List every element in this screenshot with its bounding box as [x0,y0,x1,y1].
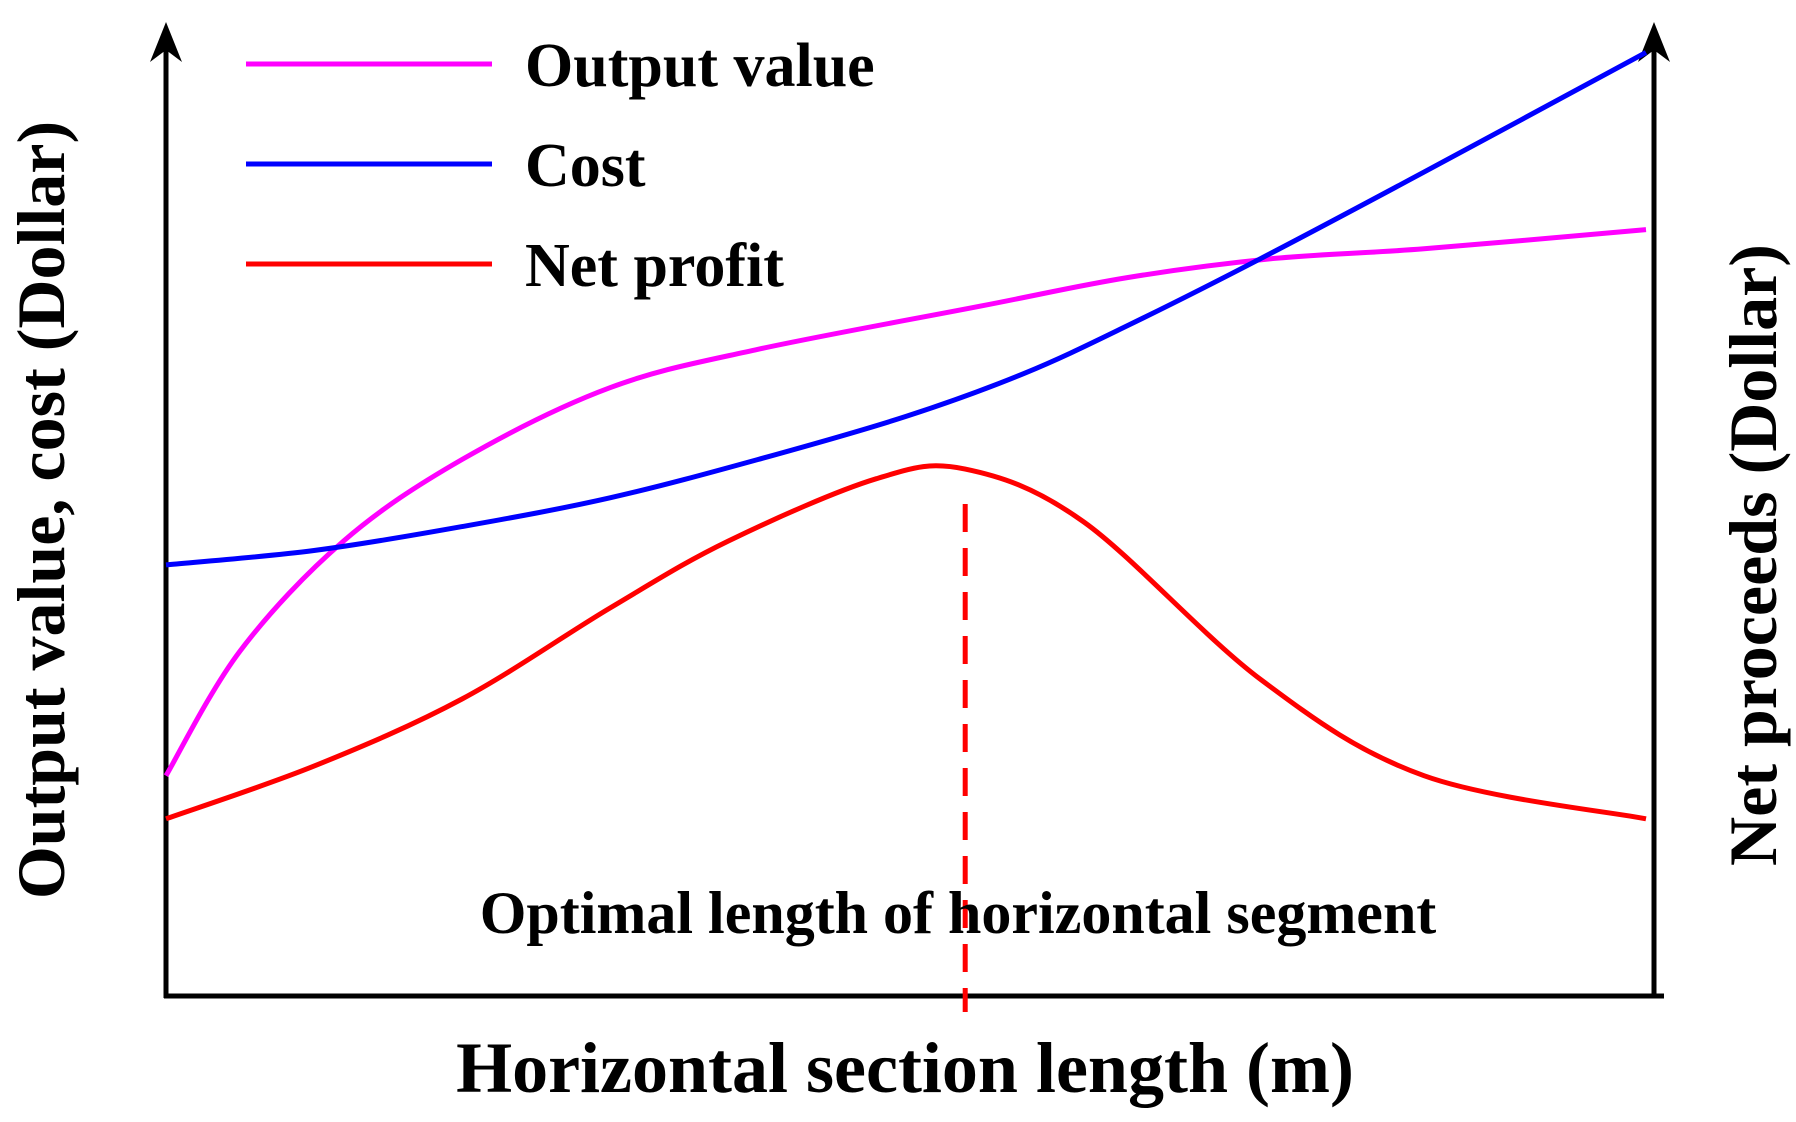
left-y-axis-arrow-icon [150,22,182,62]
series-line-net-profit [165,463,1647,822]
legend-label-cost: Cost [525,132,646,200]
legend-label-net-profit: Net profit [525,232,784,300]
left-y-axis-label: Output value, cost (Dollar) [3,121,79,899]
series-line-cost [165,50,1648,568]
right-y-axis-label: Net proceeds (Dollar) [1715,244,1791,866]
optimal-length-annotation: Optimal length of horizontal segment [480,880,1437,946]
legend: Output value Cost Net profit [246,32,875,300]
series-line-output-value [163,227,1647,777]
x-axis-label: Horizontal section length (m) [456,1028,1354,1108]
legend-label-output-value: Output value [525,32,875,100]
right-y-axis-arrow-icon [1638,22,1670,62]
series-layer [163,50,1648,822]
